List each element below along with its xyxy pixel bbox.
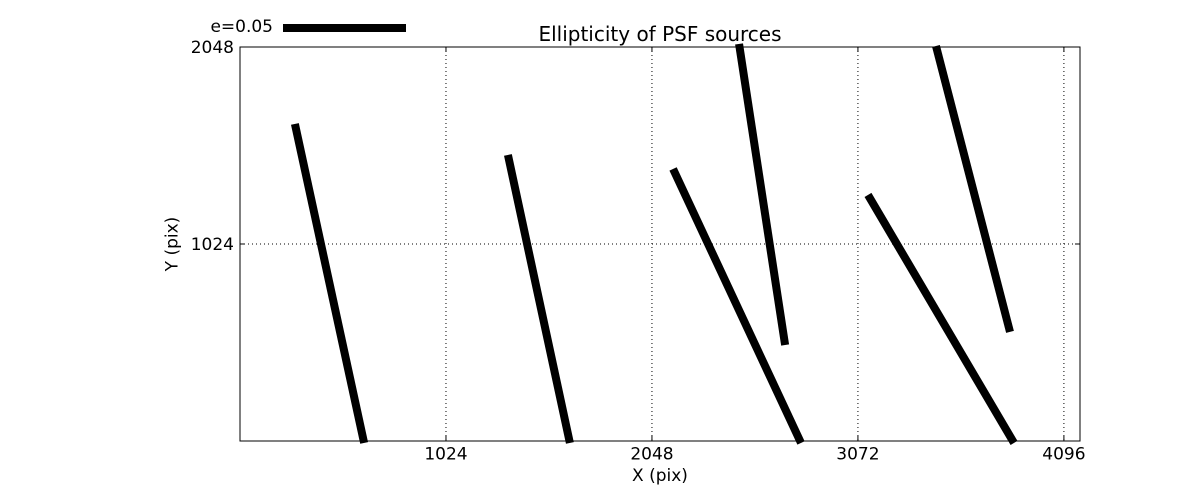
legend-line-sample [283,24,406,32]
x-axis-label: X (pix) [632,466,688,486]
ellipticity-stick [735,43,790,346]
ellipticity-stick [864,192,1018,445]
ellipticity-stick [669,167,805,445]
ellipticity-stick [291,123,369,444]
x-tick-label: 4096 [1042,445,1085,465]
chart-title: Ellipticity of PSF sources [538,22,782,46]
x-tick-label: 3072 [836,445,879,465]
legend-label: e=0.05 [210,17,273,37]
x-tick-label: 2048 [630,445,673,465]
ellipticity-stick [932,45,1014,333]
y-tick-label: 1024 [191,235,234,255]
y-tick-label: 2048 [191,38,234,58]
ellipticity-stick [504,154,574,444]
y-axis-label: Y (pix) [162,216,183,272]
x-tick-label: 1024 [424,445,467,465]
